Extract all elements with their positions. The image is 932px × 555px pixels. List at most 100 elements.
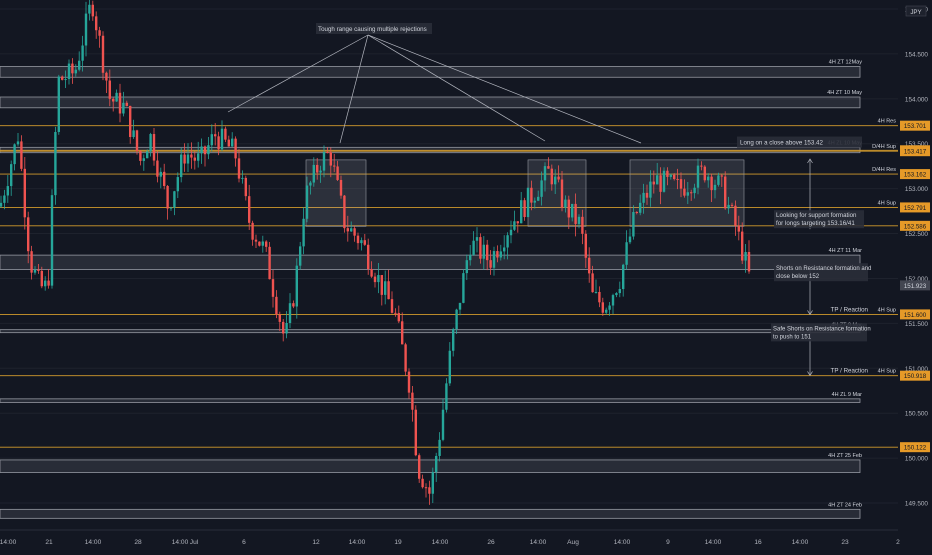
candle-body xyxy=(149,134,152,152)
candle-body xyxy=(356,235,360,244)
candle-body xyxy=(183,154,186,164)
candle-body xyxy=(673,174,676,180)
candle-body xyxy=(30,251,33,273)
candle-body xyxy=(353,228,356,236)
candle-body xyxy=(305,185,309,219)
candle-body xyxy=(224,128,227,140)
candle-body xyxy=(319,170,322,173)
candle-body xyxy=(10,164,13,187)
candle-body xyxy=(309,182,312,186)
candle-body xyxy=(543,166,547,181)
candle-body xyxy=(717,175,720,185)
level-tag xyxy=(900,442,930,453)
candle-body xyxy=(258,241,261,246)
support-label-1: Looking for support formation xyxy=(776,212,857,219)
candle-body xyxy=(431,472,434,494)
candle-body xyxy=(251,222,254,240)
currency-badge[interactable] xyxy=(905,5,927,17)
candle-body xyxy=(639,202,642,213)
candle-body xyxy=(537,196,540,201)
rejection-arrow xyxy=(339,34,369,144)
candle-body xyxy=(390,299,394,313)
x-tick-label: 9 xyxy=(666,539,670,546)
x-tick-label: 14:00 xyxy=(349,539,366,546)
candle-body xyxy=(479,237,482,259)
candle-body xyxy=(363,240,366,245)
candle-body xyxy=(523,200,526,218)
support-arrow-head xyxy=(807,158,813,164)
candle-body xyxy=(278,314,281,322)
zone-rect xyxy=(0,96,861,109)
level-label: 4H Res xyxy=(878,119,897,125)
candle-body xyxy=(159,171,162,177)
candle-body xyxy=(254,239,258,242)
candle-body xyxy=(676,179,679,181)
candle-body xyxy=(380,275,383,295)
zone-rect xyxy=(0,254,861,270)
candle-body xyxy=(526,187,530,218)
candle-body xyxy=(312,164,315,183)
x-tick-label: 14:00 xyxy=(432,539,449,546)
candle-body xyxy=(686,192,689,196)
zone-label: 4H ZT 25 Feb xyxy=(828,453,862,459)
zone-label: 4H ZT 11 Mar xyxy=(829,248,863,254)
candle-body xyxy=(16,141,20,145)
candle-body xyxy=(469,254,472,261)
x-tick-label: Aug xyxy=(567,539,579,546)
candle-body xyxy=(166,185,169,209)
zone-label: 4H ZL 9 Mar xyxy=(832,392,863,398)
candle-body xyxy=(465,260,468,274)
candle-body xyxy=(64,79,67,81)
long-close-label: Long on a close above 153.42 xyxy=(740,140,823,147)
candle-body xyxy=(605,309,608,313)
range-box xyxy=(527,159,587,227)
candle-body xyxy=(611,295,615,306)
candle-body xyxy=(214,134,217,137)
level-tag-label: 152.586 xyxy=(904,223,927,230)
candle-body xyxy=(217,136,220,150)
candle-body xyxy=(156,160,159,177)
candle-body xyxy=(350,228,353,232)
candle-body xyxy=(132,130,135,138)
candle-body xyxy=(424,487,428,489)
candle-body xyxy=(475,237,479,241)
candle-body xyxy=(373,276,377,283)
zone-label: 4H ZT 24 Feb xyxy=(828,502,862,508)
rejection-arrow xyxy=(367,34,642,144)
candle-body xyxy=(299,246,302,266)
candle-body xyxy=(244,177,247,197)
candle-body xyxy=(567,199,570,218)
candle-body xyxy=(407,371,411,393)
candle-body xyxy=(288,303,292,324)
level-tag-label: 151.600 xyxy=(904,312,927,319)
zone-rect xyxy=(0,508,861,519)
rejections-label-bg xyxy=(316,23,432,34)
candle-body xyxy=(50,195,54,286)
candle-body xyxy=(37,269,40,271)
candle-body xyxy=(129,105,132,138)
current-price-tag xyxy=(900,280,930,291)
candle-body xyxy=(367,244,370,270)
candle-body xyxy=(302,218,305,247)
candle-body xyxy=(397,313,400,322)
candle-body xyxy=(724,176,727,209)
candle-body xyxy=(322,151,326,171)
candle-body xyxy=(227,139,230,147)
price-axis-bg xyxy=(898,0,932,550)
candle-body xyxy=(506,235,509,248)
candle-body xyxy=(316,164,319,173)
candle-body xyxy=(516,221,519,224)
rejection-arrow xyxy=(367,34,546,142)
candle-body xyxy=(98,30,101,36)
candle-body xyxy=(628,236,632,243)
level-tag-label: 152.791 xyxy=(904,205,927,212)
candle-body xyxy=(292,303,295,307)
candle-body xyxy=(387,281,390,300)
candle-body xyxy=(142,158,145,161)
candle-body xyxy=(122,102,125,114)
candle-body xyxy=(146,151,149,159)
x-tick-label: 23 xyxy=(841,539,849,546)
candle-body xyxy=(57,76,60,132)
candle-body xyxy=(520,200,523,224)
